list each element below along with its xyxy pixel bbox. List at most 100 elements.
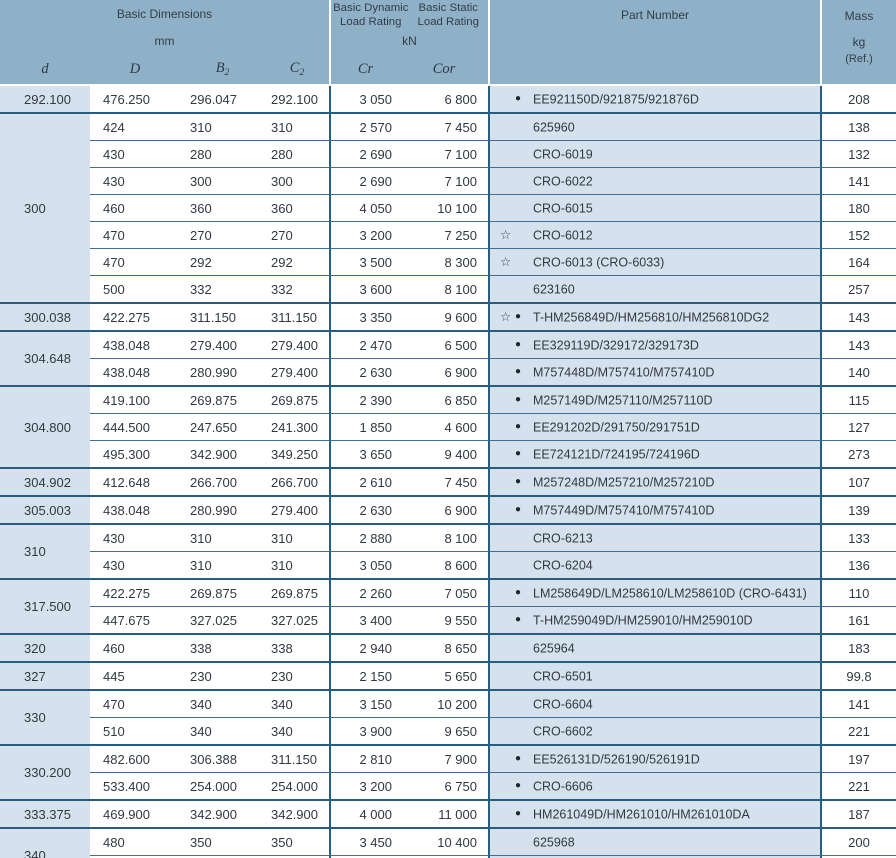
outer-diameter-value: 470: [90, 691, 180, 718]
width-c2-value: 270: [265, 222, 331, 249]
outer-diameter-value: 430: [90, 168, 180, 195]
table-row: 470 292 292 3 500 8 300 ☆ CRO-6013 (CRO-6033) 1…: [0, 249, 896, 276]
width-b2-value: 279.400: [180, 332, 265, 359]
table-row: 438.048 280.990 279.400 2 630 6 900 ● M757448D…: [0, 359, 896, 387]
static-rating-value: 5 650: [400, 663, 490, 691]
part-number: CRO-6213: [533, 530, 593, 545]
mass-value: 200: [822, 829, 896, 856]
width-c2-value: 292: [265, 249, 331, 276]
mass-value: 127: [822, 414, 896, 441]
width-b2-value: 278: [180, 856, 265, 858]
part-number: 625968: [533, 834, 575, 849]
bore-diameter-value: 330: [0, 691, 90, 746]
static-rating-value: 4 600: [400, 414, 490, 441]
header-static-load-rating: Basic Static Load Rating: [417, 2, 479, 28]
width-c2-value: 340: [265, 718, 331, 746]
table-row: 320 460 338 338 2 940 8 650 625964 183: [0, 635, 896, 663]
bore-diameter-value: 317.500: [0, 580, 90, 635]
part-number-cell: ☆ CRO-6012: [490, 222, 822, 249]
outer-diameter-value: 533.400: [90, 773, 180, 801]
table-row: 304.902 412.648 266.700 266.700 2 610 7 450 ● M…: [0, 469, 896, 497]
width-c2-value: 279.400: [265, 497, 331, 525]
static-rating-value: 6 850: [400, 387, 490, 414]
table-body: 292.100 476.250 296.047 292.100 3 050 6 800 ● E…: [0, 86, 896, 858]
part-number-cell: CRO-6019: [490, 141, 822, 168]
width-c2-value: 269.875: [265, 387, 331, 414]
bullet-icon: ●: [515, 421, 522, 433]
outer-diameter-value: 419.100: [90, 387, 180, 414]
part-number-cell: CRO-6015: [490, 195, 822, 222]
part-number-cell: 625964: [490, 635, 822, 663]
mass-value: 208: [822, 86, 896, 114]
dynamic-rating-value: 3 200: [331, 222, 400, 249]
part-number: CRO-6013 (CRO-6033): [533, 254, 665, 269]
width-b2-value: 332: [180, 276, 265, 304]
mass-value: 110: [822, 580, 896, 607]
column-symbol-Cr: Cr: [331, 54, 400, 86]
mass-value: 161: [822, 607, 896, 635]
bore-diameter-value: 333.375: [0, 801, 90, 829]
mass-value: 133: [822, 525, 896, 552]
dynamic-rating-value: 3 600: [331, 276, 400, 304]
static-rating-value: 9 400: [400, 441, 490, 469]
width-b2-value: 306.388: [180, 746, 265, 773]
bullet-icon: ●: [515, 780, 522, 792]
header-unit-mm: mm: [0, 30, 331, 54]
table-row: 495.300 342.900 349.250 3 650 9 400 ● EE724121…: [0, 441, 896, 469]
part-number-cell: CRO-6022: [490, 168, 822, 195]
table-row: 340 480 350 350 3 450 10 400 625968 200: [0, 829, 896, 858]
mass-ref-label: (Ref.): [845, 52, 873, 65]
width-b2-value: 230: [180, 663, 265, 691]
width-c2-value: 310: [265, 552, 331, 580]
star-icon: ☆: [500, 227, 512, 242]
dynamic-rating-value: 2 390: [331, 387, 400, 414]
part-number-cell: 623160: [490, 276, 822, 304]
static-rating-value: 6 500: [400, 332, 490, 359]
column-symbol-C2: C2: [265, 54, 331, 86]
outer-diameter-value: 430: [90, 141, 180, 168]
bullet-icon: ●: [515, 448, 522, 460]
outer-diameter-value: 510: [90, 718, 180, 746]
static-rating-value: 6 900: [400, 497, 490, 525]
width-c2-value: 292.100: [265, 86, 331, 114]
mass-value: 132: [822, 141, 896, 168]
header-dynamic-load-rating: Basic Dynamic Load Rating: [333, 2, 409, 28]
static-rating-value: 7 900: [400, 746, 490, 773]
bore-diameter-value: 320: [0, 635, 90, 663]
column-symbol-B2: B2: [180, 54, 265, 86]
static-rating-value: 8 600: [400, 552, 490, 580]
outer-diameter-value: 480: [90, 829, 180, 856]
outer-diameter-value: 438.048: [90, 497, 180, 525]
dynamic-rating-value: 3 350: [331, 304, 400, 332]
outer-diameter-value: 476.250: [90, 86, 180, 114]
part-number: CRO-6019: [533, 146, 593, 161]
header-unit-kn: kN: [331, 30, 490, 54]
outer-diameter-value: 412.648: [90, 469, 180, 497]
part-number: M257149D/M257110/M257110D: [533, 392, 713, 407]
width-b2-value: 340: [180, 718, 265, 746]
width-b2-value: 280.990: [180, 359, 265, 387]
part-number: T-HM259049D/HM259010/HM259010D: [533, 612, 753, 627]
part-number-cell: ☆ ● T-HM256849D/HM256810/HM256810DG2: [490, 304, 822, 332]
width-c2-value: 230: [265, 663, 331, 691]
mass-value: 141: [822, 691, 896, 718]
part-number: EE291202D/291750/291751D: [533, 419, 700, 434]
part-number-cell: ● EE329119D/329172/329173D: [490, 332, 822, 359]
width-b2-value: 292: [180, 249, 265, 276]
mass-value: 273: [822, 441, 896, 469]
table-row: 500 332 332 3 600 8 100 623160 257: [0, 276, 896, 304]
table-row: 300.038 422.275 311.150 311.150 3 350 9 600 ☆ ●…: [0, 304, 896, 332]
part-number-cell: 623068: [490, 856, 822, 858]
width-c2-value: 269.875: [265, 580, 331, 607]
dynamic-rating-value: 2 150: [331, 663, 400, 691]
table-row: 447.675 327.025 327.025 3 400 9 550 ● T-HM2590…: [0, 607, 896, 635]
dynamic-rating-value: 2 570: [331, 114, 400, 141]
outer-diameter-value: 445: [90, 663, 180, 691]
static-rating-value: 8 100: [400, 276, 490, 304]
static-rating-value: 7 100: [400, 168, 490, 195]
dynamic-rating-value: 1 850: [331, 414, 400, 441]
width-b2-value: 254.000: [180, 773, 265, 801]
width-c2-value: 280: [265, 141, 331, 168]
outer-diameter-value: 444.500: [90, 414, 180, 441]
